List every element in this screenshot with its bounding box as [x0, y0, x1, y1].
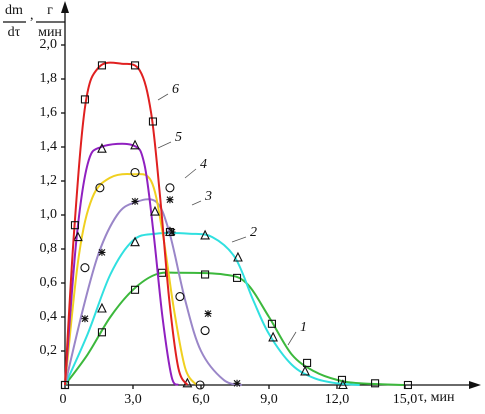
marker — [303, 358, 312, 367]
series-label: 4 — [200, 157, 207, 172]
marker — [195, 380, 205, 390]
marker — [204, 310, 212, 318]
marker — [200, 326, 210, 336]
marker — [98, 248, 106, 256]
y-axis-label: dm dτ , г мин — [3, 3, 65, 40]
series-label: 1 — [300, 320, 307, 335]
y-tick-label: 1,4 — [40, 139, 58, 154]
marker — [166, 196, 174, 204]
series: 4 — [64, 157, 210, 390]
marker — [165, 183, 175, 193]
y-tick-label: 0,8 — [40, 241, 58, 256]
marker — [130, 61, 140, 70]
y-tick-label: 1,6 — [40, 105, 58, 120]
curve — [64, 61, 189, 386]
marker — [130, 139, 140, 150]
series: 3 — [64, 189, 243, 387]
x-tick-label: 6,0 — [192, 392, 210, 407]
leader-line — [184, 168, 197, 179]
marker — [130, 285, 140, 294]
marker — [95, 183, 105, 193]
curve — [64, 232, 360, 386]
marker — [131, 197, 139, 205]
marker — [232, 273, 242, 282]
marker — [338, 379, 348, 390]
y-tick-label: 2,0 — [40, 37, 58, 52]
series: 5 — [64, 130, 193, 388]
x-tick-label: 15,0 — [393, 392, 418, 407]
marker — [73, 231, 83, 242]
leader-line — [157, 141, 172, 149]
y-tick-label: 0,6 — [40, 275, 58, 290]
marker — [371, 379, 380, 388]
x-tick-label: 12,0 — [325, 392, 350, 407]
marker — [130, 167, 140, 178]
x-tick-label: 9,0 — [260, 392, 278, 407]
marker — [97, 142, 107, 153]
leader-line — [287, 331, 297, 346]
marker — [81, 315, 89, 323]
marker — [403, 380, 412, 390]
x-tick-label: 3,0 — [124, 392, 142, 407]
y-label-numerator: dm — [5, 3, 23, 18]
marker — [80, 95, 89, 104]
curve — [64, 271, 406, 386]
marker — [233, 379, 241, 387]
series-label: 2 — [250, 225, 257, 240]
marker — [97, 302, 107, 313]
marker — [175, 292, 185, 302]
series: 6 — [60, 61, 189, 390]
y-tick-label: 1,8 — [40, 71, 58, 86]
x-tick-label: 0 — [60, 392, 67, 407]
leader-line — [191, 200, 202, 206]
marker — [165, 227, 174, 237]
leader-line — [157, 93, 169, 101]
marker — [97, 61, 106, 70]
marker — [97, 328, 106, 337]
series-label: 6 — [172, 82, 179, 97]
x-axis-label: τ, мин — [418, 390, 455, 405]
marker — [70, 221, 80, 230]
marker — [267, 319, 276, 328]
marker — [80, 263, 90, 273]
marker — [148, 117, 157, 126]
y-tick-label: 1,2 — [40, 173, 58, 188]
marker — [233, 251, 243, 262]
y-tick-label: 0,4 — [40, 309, 58, 324]
marker — [200, 229, 210, 240]
y-unit-top: г — [47, 3, 53, 18]
leader-line — [231, 236, 247, 243]
marker — [268, 331, 278, 342]
marker — [150, 205, 160, 216]
comma: , — [30, 8, 34, 23]
y-tick-label: 1,0 — [40, 207, 58, 222]
series: 1 — [60, 268, 412, 390]
marker — [168, 228, 176, 236]
y-unit-bottom: мин — [38, 25, 62, 40]
series-label: 3 — [204, 189, 212, 204]
y-tick-label: 0,2 — [40, 343, 58, 358]
marker — [201, 270, 210, 279]
marker — [130, 236, 140, 247]
series: 2 — [64, 225, 360, 390]
x-arrow — [469, 381, 481, 389]
series-label: 5 — [175, 130, 182, 145]
marker — [60, 380, 70, 390]
y-label-denominator: dτ — [8, 25, 21, 40]
y-arrow — [61, 1, 69, 13]
curve — [64, 198, 243, 386]
marker — [300, 365, 310, 376]
